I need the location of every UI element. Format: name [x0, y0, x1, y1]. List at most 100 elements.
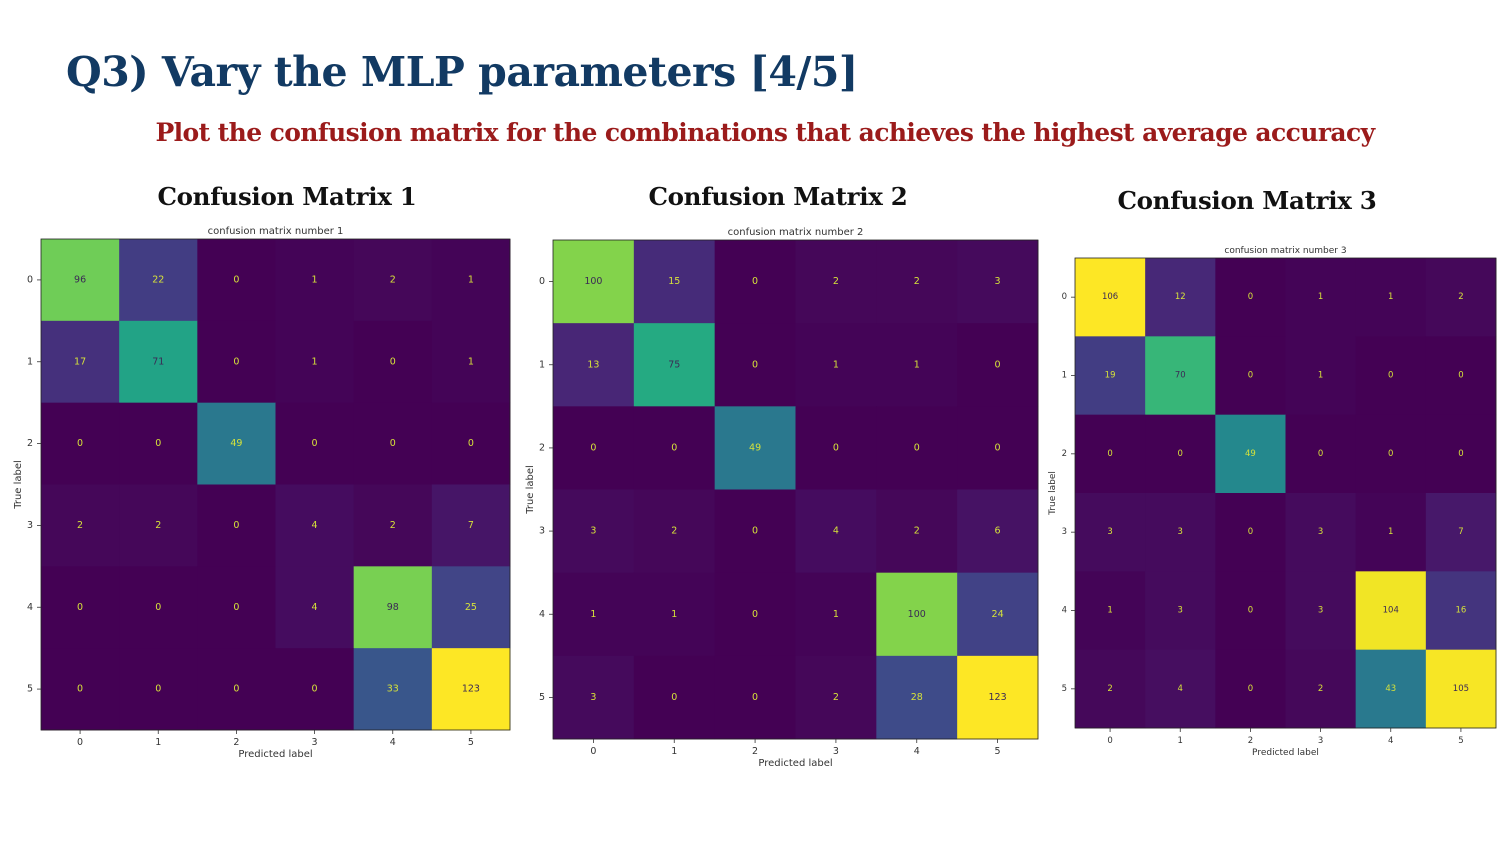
cm3-cell-2-3: [1285, 414, 1357, 494]
confusion-matrix-1-chart: 96 22 0 1 2 117 71 0 1 0 10 0 49 0 0 02 2 0 4 2 70 0 0 4 98 250 0 0…: [13, 226, 511, 760]
cm1-cell-2-3: [275, 402, 355, 485]
cm3-cell-1-4: [1355, 336, 1427, 416]
cm3-x-tick-label-3: 3: [1318, 736, 1323, 746]
cm1-cell-0-2: [197, 239, 276, 322]
cm3-cell-label-4-2: 0: [1248, 606, 1253, 616]
cm3-cell-label-3-1: 3: [1178, 527, 1183, 537]
cm3-cell-label-4-0: 1: [1107, 606, 1112, 616]
cm2-cell-label-2-2: 49: [749, 442, 761, 453]
cm2-cell-4-3: [795, 572, 877, 657]
confusion-matrix-2-chart: 100 15 0 2 2 313 75 0 1 1 00 0 49 0 0 03 2 0 4 2 61 1 0 1 100 243…: [525, 227, 1039, 769]
cm1-cell-label-3-2: 0: [233, 520, 239, 531]
cm3-cell-label-1-0: 19: [1105, 371, 1116, 381]
cm1-cell-5-1: [119, 648, 198, 731]
cm1-cell-label-2-3: 0: [312, 438, 318, 449]
cm1-cell-label-3-1: 2: [155, 520, 161, 531]
cm3-cell-label-2-5: 0: [1458, 449, 1463, 459]
cm1-cell-label-5-5: 123: [462, 684, 480, 695]
cm2-cell-label-4-5: 24: [992, 609, 1004, 620]
cm3-cell-label-3-0: 3: [1107, 527, 1112, 537]
cm3-cell-5-0: [1075, 649, 1146, 729]
cm2-cell-1-1: [633, 323, 716, 407]
cm2-cell-label-4-1: 1: [671, 609, 677, 620]
cm1-cell-5-0: [41, 648, 120, 731]
cm2-cell-label-3-2: 0: [752, 526, 758, 537]
cm2-y-tick-label-1: 1: [539, 359, 545, 370]
cm2-cell-label-1-5: 0: [995, 359, 1001, 370]
cm2-cell-label-2-3: 0: [833, 442, 839, 453]
cm1-cell-label-5-4: 33: [387, 684, 399, 695]
cm3-plot-frame: [1074, 257, 1497, 729]
cm3-cell-1-1: [1145, 336, 1216, 416]
cm2-cell-1-4: [876, 323, 958, 407]
cm1-cell-label-4-5: 25: [465, 602, 477, 613]
cm1-cell-1-3: [275, 320, 355, 404]
cm2-cell-label-5-3: 2: [833, 692, 839, 703]
slide-subtitle: Plot the confusion matrix for the combin…: [155, 118, 1375, 147]
cm1-cell-1-1: [119, 320, 198, 404]
cm3-cell-4-3: [1285, 571, 1357, 651]
cm2-cell-2-0: [553, 406, 635, 490]
cm3-cell-0-5: [1425, 258, 1497, 337]
cm2-cell-3-4: [876, 489, 958, 574]
cm3-cell-label-2-4: 0: [1388, 449, 1393, 459]
cm3-cell-label-2-0: 0: [1107, 449, 1112, 459]
cm1-cell-3-4: [353, 484, 433, 567]
cm2-cell-label-0-4: 2: [914, 276, 920, 287]
cm2-x-tick-label-1: 1: [671, 746, 677, 757]
cm2-cell-3-2: [714, 489, 796, 574]
cm1-cell-3-2: [197, 484, 276, 567]
cm1-cell-label-0-5: 1: [468, 274, 474, 285]
cm1-cell-5-5: [431, 648, 511, 731]
cm3-y-tick-label-5: 5: [1062, 684, 1067, 694]
cm3-cell-1-2: [1215, 336, 1286, 416]
cm3-cell-1-5: [1425, 336, 1497, 416]
cm3-cell-label-2-2: 49: [1245, 449, 1256, 459]
confusion-matrix-2-heading: Confusion Matrix 2: [648, 182, 908, 211]
cm3-x-axis-label: Predicted label: [1252, 748, 1319, 758]
cm2-y-tick-label-2: 2: [539, 442, 545, 453]
cm3-cell-3-3: [1285, 493, 1357, 572]
cm2-cell-label-1-0: 13: [587, 359, 599, 370]
cm2-cell-label-3-4: 2: [914, 526, 920, 537]
cm1-cell-label-1-1: 71: [152, 356, 164, 367]
cm3-cell-2-1: [1145, 414, 1216, 494]
cm3-cell-label-4-4: 104: [1383, 606, 1399, 616]
cm2-cell-0-1: [633, 240, 716, 324]
cm1-cell-3-5: [431, 484, 511, 567]
cm2-cell-1-0: [553, 323, 635, 407]
cm1-cell-label-1-4: 0: [390, 356, 396, 367]
cm2-x-tick-label-2: 2: [752, 746, 758, 757]
cm1-cell-label-2-5: 0: [468, 438, 474, 449]
cm3-cell-4-5: [1425, 571, 1497, 651]
cm1-plot-frame: [40, 238, 511, 731]
cm2-cell-label-1-1: 75: [668, 359, 680, 370]
cm2-cell-label-4-2: 0: [752, 609, 758, 620]
cm2-cell-2-4: [876, 406, 958, 490]
cm3-cell-label-3-5: 7: [1458, 527, 1463, 537]
cm2-cell-label-4-3: 1: [833, 609, 839, 620]
cm2-x-axis-label: Predicted label: [758, 758, 832, 769]
cm1-cell-4-2: [197, 566, 276, 649]
cm2-y-tick-label-5: 5: [539, 692, 545, 703]
cm1-x-tick-label-3: 3: [312, 737, 318, 748]
cm3-cell-label-0-0: 106: [1102, 292, 1118, 302]
cm3-cell-2-2: [1215, 414, 1286, 494]
cm1-cell-label-2-4: 0: [390, 438, 396, 449]
cm2-cell-0-5: [957, 240, 1039, 324]
cm2-cell-3-5: [957, 489, 1039, 574]
cm3-cell-5-4: [1355, 649, 1427, 729]
cm2-cell-label-4-4: 100: [908, 609, 926, 620]
cm3-cell-4-1: [1145, 571, 1216, 651]
cm1-cell-label-1-0: 17: [74, 356, 86, 367]
cm1-x-tick-label-5: 5: [468, 737, 474, 748]
cm1-cell-label-2-1: 0: [155, 438, 161, 449]
cm3-cell-label-2-1: 0: [1178, 449, 1183, 459]
cm3-cell-label-5-4: 43: [1385, 684, 1396, 694]
cm2-cell-4-2: [714, 572, 796, 657]
cm1-cell-4-1: [119, 566, 198, 649]
cm1-cell-4-5: [431, 566, 511, 649]
cm1-cell-label-0-4: 2: [390, 274, 396, 285]
cm3-cell-label-3-3: 3: [1318, 527, 1323, 537]
cm2-cell-label-0-1: 15: [668, 276, 680, 287]
